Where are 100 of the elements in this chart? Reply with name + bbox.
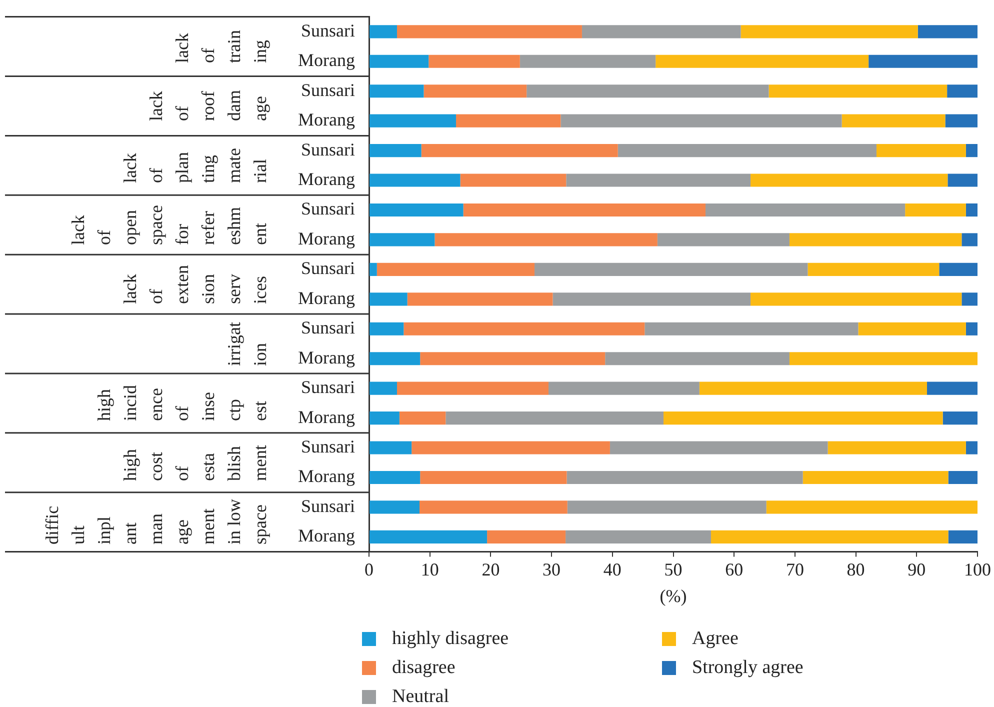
text: lack of exten sion serv ices bbox=[119, 264, 271, 304]
text: lack of open space for refer eshm ent bbox=[67, 204, 271, 245]
bar bbox=[582, 25, 741, 38]
y-tick-label: Sunsari bbox=[301, 377, 355, 398]
bar bbox=[605, 352, 790, 366]
bar bbox=[487, 530, 566, 544]
bar bbox=[962, 233, 978, 246]
bar bbox=[948, 530, 978, 544]
bar bbox=[918, 25, 978, 38]
legend-label: highly disagree bbox=[392, 628, 509, 650]
y-tick-label: Morang bbox=[298, 228, 355, 248]
bar bbox=[876, 144, 966, 158]
y-tick-label: Morang bbox=[298, 110, 355, 130]
bar bbox=[460, 174, 566, 187]
y-tick-label: Sunsari bbox=[301, 496, 355, 516]
bar bbox=[370, 470, 420, 484]
y-tick-label: Morang bbox=[298, 50, 355, 70]
y-tick-label: Morang bbox=[298, 406, 355, 427]
bar bbox=[905, 203, 966, 217]
x-tick-label: 50 bbox=[664, 559, 682, 580]
bar bbox=[370, 114, 456, 128]
bar bbox=[567, 500, 766, 514]
bar bbox=[945, 114, 978, 128]
bar bbox=[939, 262, 978, 276]
bar bbox=[750, 174, 948, 187]
bar bbox=[534, 262, 808, 276]
bar bbox=[370, 530, 488, 544]
bar bbox=[370, 233, 435, 246]
bar bbox=[370, 412, 400, 425]
bar bbox=[424, 84, 527, 98]
bar bbox=[610, 441, 828, 454]
x-tick-label: 30 bbox=[542, 559, 561, 580]
bar bbox=[552, 292, 751, 306]
bar bbox=[566, 530, 711, 544]
bar bbox=[750, 292, 962, 306]
y-tick-label: Sunsari bbox=[301, 139, 355, 160]
bar bbox=[644, 322, 858, 336]
bar bbox=[808, 262, 940, 276]
bar bbox=[370, 352, 420, 366]
bar bbox=[370, 25, 397, 38]
bar bbox=[407, 292, 553, 306]
y-tick-label: Morang bbox=[298, 347, 355, 368]
x-tick-label: 10 bbox=[420, 559, 439, 580]
y-tick-label: Sunsari bbox=[301, 258, 355, 278]
bar bbox=[420, 500, 568, 514]
bar bbox=[404, 322, 645, 336]
bar bbox=[396, 25, 582, 38]
text: lack of train ing bbox=[171, 30, 271, 64]
x-tick-label: 100 bbox=[964, 559, 991, 580]
bar bbox=[560, 114, 842, 128]
bar bbox=[966, 322, 978, 336]
bar bbox=[370, 174, 460, 187]
y-tick-label: Morang bbox=[298, 466, 355, 486]
y-tick-label: Morang bbox=[298, 526, 355, 546]
bar bbox=[396, 382, 549, 395]
bar bbox=[456, 114, 561, 128]
bar bbox=[566, 174, 751, 187]
bar bbox=[664, 412, 943, 425]
bar bbox=[526, 84, 769, 98]
bar bbox=[370, 54, 429, 68]
bar bbox=[421, 144, 618, 158]
x-tick-label: 60 bbox=[725, 559, 744, 580]
bar bbox=[520, 54, 656, 68]
bar bbox=[463, 203, 706, 217]
x-tick-label: 90 bbox=[908, 559, 926, 580]
bar bbox=[858, 322, 966, 336]
y-tick-label: Morang bbox=[298, 288, 355, 308]
bar bbox=[768, 84, 948, 98]
bar bbox=[370, 84, 424, 98]
bar bbox=[370, 500, 420, 514]
bar bbox=[370, 382, 397, 395]
bar bbox=[948, 470, 978, 484]
bar bbox=[828, 441, 966, 454]
y-tick-label: Sunsari bbox=[301, 20, 355, 40]
bar bbox=[802, 470, 948, 484]
bar bbox=[376, 262, 535, 276]
bar bbox=[370, 292, 408, 306]
bar bbox=[399, 412, 446, 425]
bar bbox=[766, 500, 978, 514]
y-tick-label: Sunsari bbox=[301, 318, 355, 338]
text: lack of plan ting mate rial bbox=[119, 148, 271, 183]
bar bbox=[966, 441, 978, 454]
bar bbox=[370, 322, 404, 336]
text: irrigat ion bbox=[223, 322, 271, 366]
bar bbox=[370, 203, 464, 217]
bar bbox=[966, 203, 978, 217]
bar bbox=[710, 530, 948, 544]
bar bbox=[789, 233, 962, 246]
legend-label: Strongly agree bbox=[692, 656, 804, 678]
bar bbox=[428, 54, 520, 68]
bar bbox=[966, 144, 978, 158]
bar bbox=[962, 292, 978, 306]
text: high incid ence of inse ctp est bbox=[93, 385, 271, 422]
legend-label: Neutral bbox=[392, 686, 449, 707]
bar bbox=[947, 84, 978, 98]
bar bbox=[740, 25, 918, 38]
x-tick-label: 20 bbox=[482, 559, 500, 580]
bar bbox=[412, 441, 610, 454]
bar bbox=[566, 470, 803, 484]
text: diffic ult inpl ant man age ment in low space bbox=[42, 499, 270, 545]
